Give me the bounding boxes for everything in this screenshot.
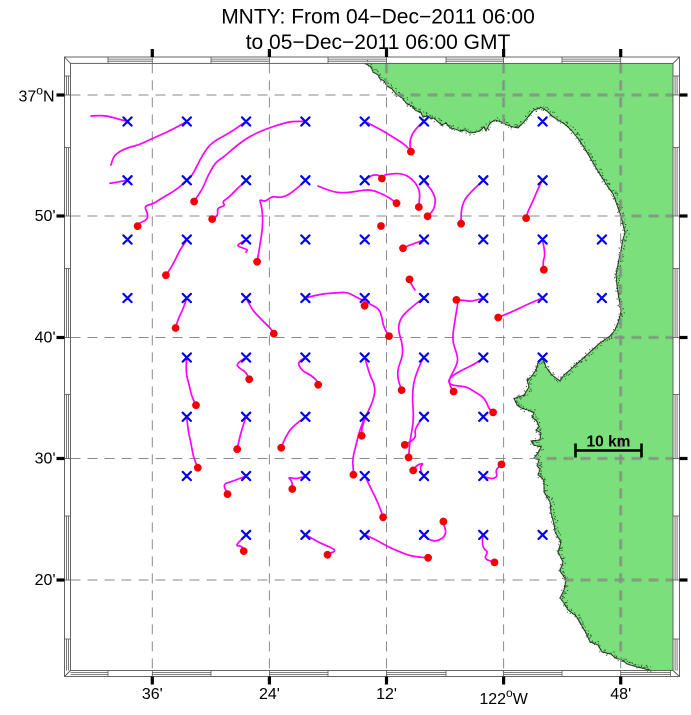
- svg-text:36': 36': [142, 686, 163, 703]
- svg-text:40': 40': [35, 330, 56, 347]
- svg-text:20': 20': [35, 572, 56, 589]
- svg-text:48': 48': [610, 686, 631, 703]
- svg-text:10 km: 10 km: [587, 434, 631, 451]
- svg-text:MNTY: From 04−Dec−2011 06:00: MNTY: From 04−Dec−2011 06:00: [221, 6, 535, 29]
- svg-text:30': 30': [35, 451, 56, 468]
- svg-text:122oW: 122oW: [479, 686, 528, 708]
- svg-text:50': 50': [35, 208, 56, 225]
- svg-text:to 05−Dec−2011 06:00 GMT: to 05−Dec−2011 06:00 GMT: [246, 31, 511, 54]
- svg-text:24': 24': [259, 686, 280, 703]
- svg-text:37oN: 37oN: [18, 84, 54, 106]
- svg-text:12': 12': [376, 686, 397, 703]
